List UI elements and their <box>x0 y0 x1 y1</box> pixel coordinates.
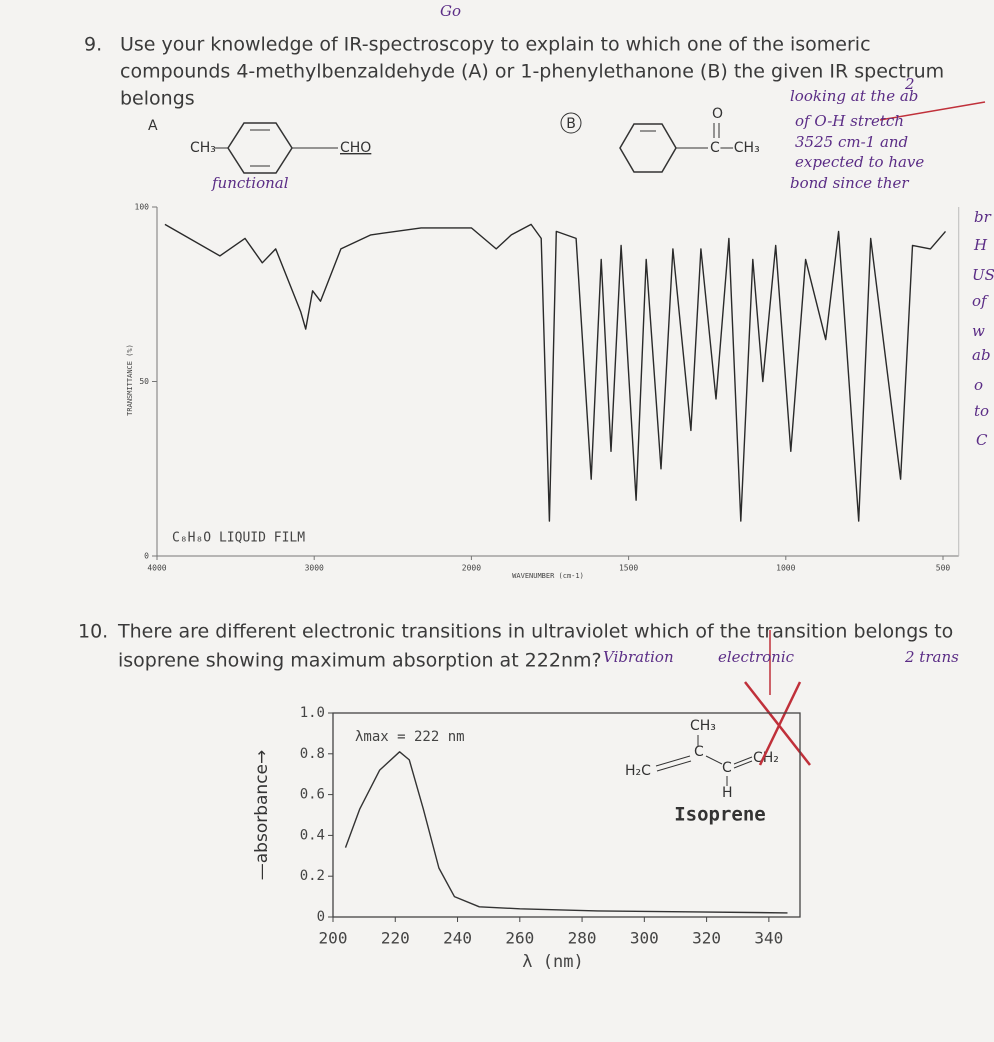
x-tick-label: 320 <box>692 929 721 948</box>
strike-mark <box>879 101 986 121</box>
chem-group: H₂C <box>625 763 651 779</box>
x-tick-label: 280 <box>568 929 597 948</box>
bond <box>733 760 753 769</box>
y-tick-label: 1.0 <box>300 705 325 721</box>
strike-mark <box>744 681 811 766</box>
plot-frame <box>332 712 801 918</box>
compound-name: Isoprene <box>674 804 766 826</box>
chem-atom: O <box>712 106 723 122</box>
handwritten-note: of <box>972 292 989 310</box>
question-text: compounds 4-methylbenzaldehyde (A) or 1-… <box>120 61 944 83</box>
y-tick-label: 0.8 <box>300 746 325 762</box>
x-tick-label: 260 <box>505 929 534 948</box>
handwritten-note: br <box>974 208 992 226</box>
compound-label: B <box>566 116 576 132</box>
handwritten-note: ab <box>972 346 991 364</box>
handwritten-note: 3525 cm-1 and <box>795 133 908 151</box>
handwritten-note: w <box>972 322 985 340</box>
y-tick-label: 0 <box>317 909 325 925</box>
question-text: belongs <box>120 88 195 110</box>
handwritten-note: o <box>974 376 983 394</box>
y-tick-label: 50 <box>139 377 149 386</box>
x-tick-label: 240 <box>443 929 472 948</box>
handwritten-note: H <box>973 236 988 254</box>
bond <box>705 755 723 765</box>
y-tick-label: 0.2 <box>300 868 325 884</box>
handwritten-note: 2 <box>904 75 915 93</box>
x-tick-label: 300 <box>630 929 659 948</box>
chem-atom: C <box>722 760 732 776</box>
handwritten-note: of O-H stretch <box>795 112 904 130</box>
handwritten-note: functional <box>211 174 289 192</box>
handwritten-note: US <box>972 266 994 284</box>
y-axis-label: TRANSMITTANCE (%) <box>126 344 134 416</box>
chem-atom: C <box>694 744 704 760</box>
bond <box>655 755 691 767</box>
x-tick-label: 4000 <box>147 564 166 573</box>
chem-group: CH₃ <box>690 718 716 734</box>
x-tick-label: 220 <box>381 929 410 948</box>
x-tick-label: 3000 <box>305 564 324 573</box>
handwritten-note: looking at the ab <box>790 87 918 105</box>
x-axis-label: WAVENUMBER (cm-1) <box>512 572 584 580</box>
chem-group: CH₃ <box>190 140 216 156</box>
handwritten-note: C <box>976 431 988 449</box>
chem-group: CHO <box>340 140 371 156</box>
x-axis-label: λ (nm) <box>522 952 583 972</box>
handwritten-note: 2 trans <box>904 648 959 666</box>
handwritten-note: bond since ther <box>790 174 909 192</box>
data-line <box>164 223 947 522</box>
label-circle <box>560 112 582 134</box>
handwritten-note: to <box>974 402 989 420</box>
chart-annotation: λmax = 222 nm <box>355 729 465 745</box>
x-tick-label: 200 <box>319 929 348 948</box>
bond <box>733 756 753 765</box>
question-text: isoprene showing maximum absorption at 2… <box>118 650 602 672</box>
x-tick-label: 500 <box>936 564 951 573</box>
x-tick-label: 1000 <box>776 564 795 573</box>
handwritten-note: Vibration <box>603 648 674 666</box>
question-number: 10. <box>78 621 108 643</box>
question-number: 9. <box>84 34 102 56</box>
bond <box>656 760 692 772</box>
question-text: There are different electronic transitio… <box>117 621 953 643</box>
handwritten-note: electronic <box>718 648 795 666</box>
x-tick-label: 340 <box>754 929 783 948</box>
chem-group: C—CH₃ <box>710 140 760 156</box>
handwritten-note: Go <box>440 2 461 20</box>
chem-group: CH₂ <box>753 750 779 766</box>
y-tick-label: 0.6 <box>300 787 325 803</box>
y-tick-label: 0 <box>144 552 149 561</box>
y-axis-label: —absorbance→ <box>252 750 272 881</box>
x-tick-label: 2000 <box>462 564 481 573</box>
question-text: Use your knowledge of IR-spectroscopy to… <box>120 34 871 56</box>
chem-atom: H <box>722 785 733 801</box>
x-tick-label: 1500 <box>619 564 638 573</box>
data-line <box>344 751 788 914</box>
strike-mark <box>758 681 802 766</box>
y-tick-label: 0.4 <box>300 827 325 843</box>
handwritten-note: expected to have <box>795 153 924 171</box>
y-tick-label: 100 <box>135 203 150 212</box>
chart-annotation: C₈H₈O LIQUID FILM <box>172 531 305 546</box>
compound-label: A <box>148 118 158 134</box>
